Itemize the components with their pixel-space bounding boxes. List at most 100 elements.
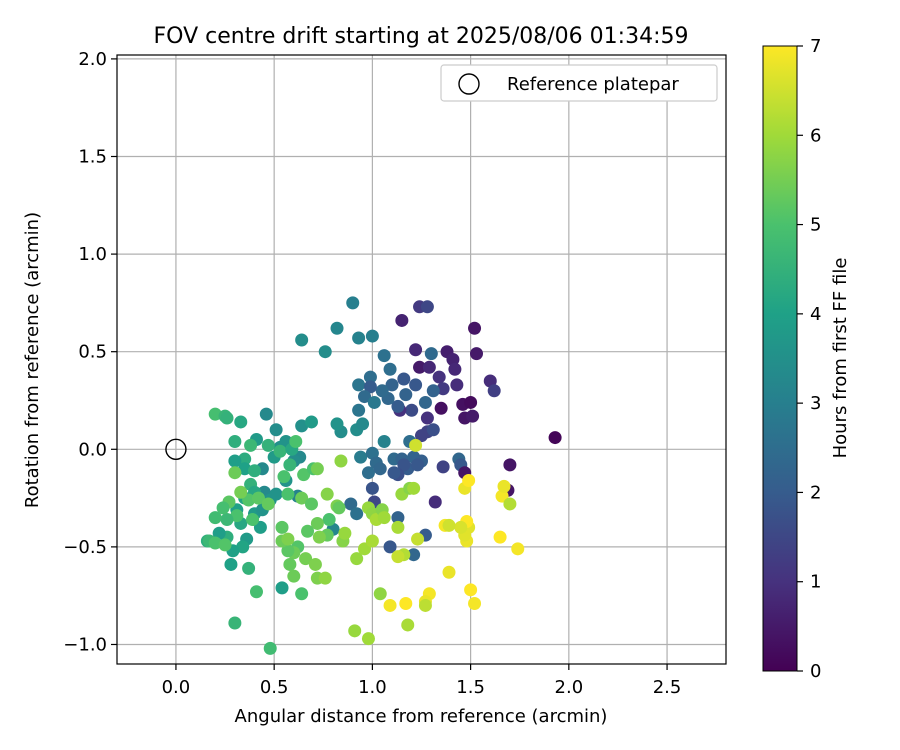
data-point (424, 347, 438, 361)
data-point (228, 466, 242, 480)
colorbar-tick-label: 0 (810, 661, 821, 682)
data-point (224, 557, 238, 571)
data-point (318, 345, 332, 359)
data-point (548, 431, 562, 445)
data-point (295, 491, 309, 505)
data-point (426, 423, 440, 437)
data-point (365, 329, 379, 343)
data-point (436, 382, 450, 396)
data-point (310, 516, 324, 530)
grid (117, 55, 726, 664)
data-point (442, 518, 456, 532)
data-point (464, 583, 478, 597)
data-point (409, 343, 423, 357)
data-point (246, 513, 260, 527)
data-point (354, 450, 368, 464)
data-point (377, 434, 391, 448)
data-point (301, 524, 315, 538)
data-point (418, 598, 432, 612)
colorbar-tick-label: 6 (810, 125, 821, 146)
data-point (363, 370, 377, 384)
data-point (422, 360, 436, 374)
data-point (450, 378, 464, 392)
legend-label: Reference platepar (507, 74, 679, 95)
data-point (497, 479, 511, 493)
y-tick-label: 0.5 (78, 342, 107, 363)
data-point (249, 585, 263, 599)
data-point (383, 540, 397, 554)
data-point (397, 372, 411, 386)
data-point (409, 378, 423, 392)
data-point (242, 561, 256, 575)
data-point (228, 616, 242, 630)
data-point (261, 497, 275, 511)
data-point (468, 321, 482, 335)
data-point (228, 434, 242, 448)
colorbar-gradient (762, 45, 798, 672)
data-point (375, 384, 389, 398)
data-point (212, 526, 226, 540)
data-point (244, 438, 258, 452)
data-point (259, 407, 273, 421)
data-point (251, 491, 265, 505)
data-point (334, 454, 348, 468)
data-point (263, 641, 277, 655)
x-axis-ticks: 0.0 0.5 1.0 1.5 2.0 2.5 (162, 664, 681, 698)
data-point (322, 513, 336, 527)
data-point (299, 552, 313, 566)
data-point (365, 534, 379, 548)
chart-title: FOV centre drift starting at 2025/08/06 … (154, 24, 689, 49)
data-point (373, 462, 387, 476)
data-point (297, 468, 311, 482)
data-point (208, 536, 222, 550)
data-point (395, 313, 409, 327)
data-point (289, 434, 303, 448)
data-point (407, 548, 421, 562)
data-point (420, 411, 434, 425)
data-point (208, 511, 222, 525)
data-point (275, 520, 289, 534)
data-point (365, 481, 379, 495)
data-point (464, 395, 478, 409)
data-point (238, 452, 252, 466)
data-point (401, 618, 415, 632)
data-point (330, 321, 344, 335)
y-tick-label: −1.0 (63, 634, 107, 655)
data-point (269, 487, 283, 501)
data-point (434, 401, 448, 415)
data-point (352, 331, 366, 345)
y-tick-label: 1.5 (78, 147, 107, 168)
colorbar-tick-label: 2 (810, 482, 821, 503)
data-point (373, 587, 387, 601)
y-tick-label: 2.0 (78, 49, 107, 70)
data-point (261, 438, 275, 452)
data-point (218, 538, 232, 552)
data-point (295, 419, 309, 433)
data-point (399, 388, 413, 402)
x-tick-label: 1.5 (456, 677, 485, 698)
data-point (216, 501, 230, 515)
data-point (295, 333, 309, 347)
y-tick-label: −0.5 (63, 537, 107, 558)
x-axis-label: Angular distance from reference (arcmin) (235, 706, 608, 727)
data-point (503, 497, 517, 511)
data-point (281, 487, 295, 501)
data-point (428, 495, 442, 509)
legend-box (440, 64, 718, 102)
data-point (405, 403, 419, 417)
data-point (387, 466, 401, 480)
data-point (361, 466, 375, 480)
data-point (399, 596, 413, 610)
data-point (308, 557, 322, 571)
data-point (503, 458, 517, 472)
data-point (383, 598, 397, 612)
data-point (391, 550, 405, 564)
data-point (454, 520, 468, 534)
data-point (277, 470, 291, 484)
colorbar-tick-label: 1 (810, 572, 821, 593)
data-point (238, 462, 252, 476)
data-point (470, 347, 484, 361)
data-point (269, 423, 283, 437)
data-point (511, 542, 525, 556)
data-point (409, 438, 423, 452)
